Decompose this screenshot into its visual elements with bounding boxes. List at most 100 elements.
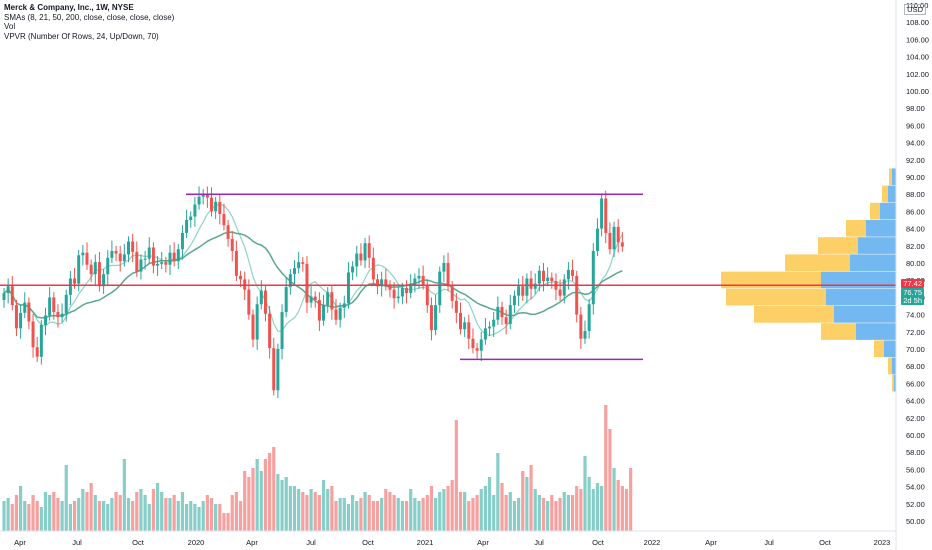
candle-body <box>218 201 222 214</box>
volume-bar <box>575 486 579 531</box>
volume-bar <box>425 495 429 531</box>
x-tick-label: Oct <box>819 538 832 547</box>
x-tick-label: Jul <box>764 538 774 547</box>
vp-up-bar <box>826 288 896 306</box>
y-tick-label: 64.00 <box>906 397 925 406</box>
candle-body <box>322 305 326 321</box>
volume-bar <box>72 501 77 531</box>
candle-body <box>376 279 379 287</box>
volume-bar <box>43 492 48 531</box>
price-tag-red: 77.42 <box>901 279 924 288</box>
volume-bar <box>164 498 168 531</box>
candle-body <box>388 285 392 290</box>
candle-body <box>14 305 18 329</box>
candle-body <box>504 317 508 325</box>
volume-bar <box>392 495 396 531</box>
y-tick-label: 104.00 <box>906 53 929 62</box>
volume-bar <box>409 489 413 531</box>
volume-bar <box>483 486 487 531</box>
candle-body <box>156 263 160 266</box>
candle-body <box>446 263 450 287</box>
vp-down-bar <box>821 323 856 340</box>
volume-bar <box>93 495 97 531</box>
candle-body <box>48 297 52 316</box>
volume-bar <box>326 489 330 531</box>
candle-body <box>612 226 616 250</box>
candle-body <box>359 253 363 261</box>
candle-body <box>392 289 396 299</box>
candle-body <box>44 315 47 325</box>
volume-bar <box>400 501 404 531</box>
volume-bar <box>446 486 450 531</box>
vp-down-bar <box>892 374 894 392</box>
candle-body <box>330 292 334 310</box>
candle-body <box>151 247 155 266</box>
y-tick-label: 88.00 <box>906 190 925 199</box>
candle-body <box>97 262 101 287</box>
candle-body <box>591 250 595 305</box>
x-tick-label: Apr <box>705 538 717 547</box>
candle-body <box>438 271 442 306</box>
candle-body <box>127 241 130 255</box>
volume-bar <box>60 501 64 531</box>
volume-bar <box>23 501 27 531</box>
volume-bar <box>6 498 10 531</box>
volume-bar <box>317 495 321 531</box>
vp-up-bar <box>892 357 896 375</box>
vp-up-bar <box>894 374 896 392</box>
candle-body <box>363 243 367 261</box>
vp-up-bar <box>850 254 896 272</box>
volume-bar <box>629 468 633 531</box>
candle-body <box>10 286 14 306</box>
candle-body <box>39 324 43 357</box>
vp-up-bar <box>858 237 896 254</box>
volume-bar <box>102 501 106 531</box>
price-tag-green: 76.75 <box>901 288 924 297</box>
currency-label: USD <box>904 4 926 15</box>
vp-up-bar <box>834 306 896 323</box>
candle-body <box>35 347 39 357</box>
volume-bar <box>64 465 68 531</box>
volume-bar <box>359 498 363 531</box>
candle-body <box>122 254 126 262</box>
volume-bar <box>620 486 624 531</box>
volume-bar <box>126 498 131 531</box>
candle-body <box>268 313 272 349</box>
volume-bar <box>541 498 546 531</box>
volume-bar <box>297 489 301 531</box>
candle-body <box>176 249 180 262</box>
candle-body <box>214 201 218 212</box>
vp-down-bar <box>874 340 884 358</box>
volume-bar <box>89 483 93 531</box>
volume-bar <box>313 492 317 531</box>
candle-body <box>309 296 313 303</box>
volume-bar <box>595 483 600 531</box>
candle-body <box>342 303 346 308</box>
volume-bar <box>321 480 326 531</box>
candle-body <box>164 262 168 265</box>
candle-body <box>525 278 529 296</box>
volume-bar <box>305 495 309 531</box>
volume-bar <box>147 504 151 531</box>
volume-bar <box>48 495 52 531</box>
volume-bar <box>467 501 471 531</box>
candle-body <box>114 250 118 254</box>
candle-body <box>255 304 259 340</box>
x-tick-label: Oct <box>592 538 605 547</box>
candle-body <box>56 312 60 318</box>
volume-bar <box>259 471 263 531</box>
vp-up-bar <box>866 220 896 237</box>
volume-bar <box>463 492 467 531</box>
candle-body <box>263 290 267 314</box>
candle-body <box>168 252 172 265</box>
volume-bar <box>521 471 525 531</box>
volume-bar <box>176 501 180 531</box>
candle-body <box>517 286 521 296</box>
candle-body <box>226 225 230 239</box>
volume-bar <box>533 489 537 531</box>
vp-up-bar <box>884 340 896 358</box>
candle-body <box>197 196 201 205</box>
candle-body <box>239 275 243 280</box>
candle-body <box>6 286 10 294</box>
